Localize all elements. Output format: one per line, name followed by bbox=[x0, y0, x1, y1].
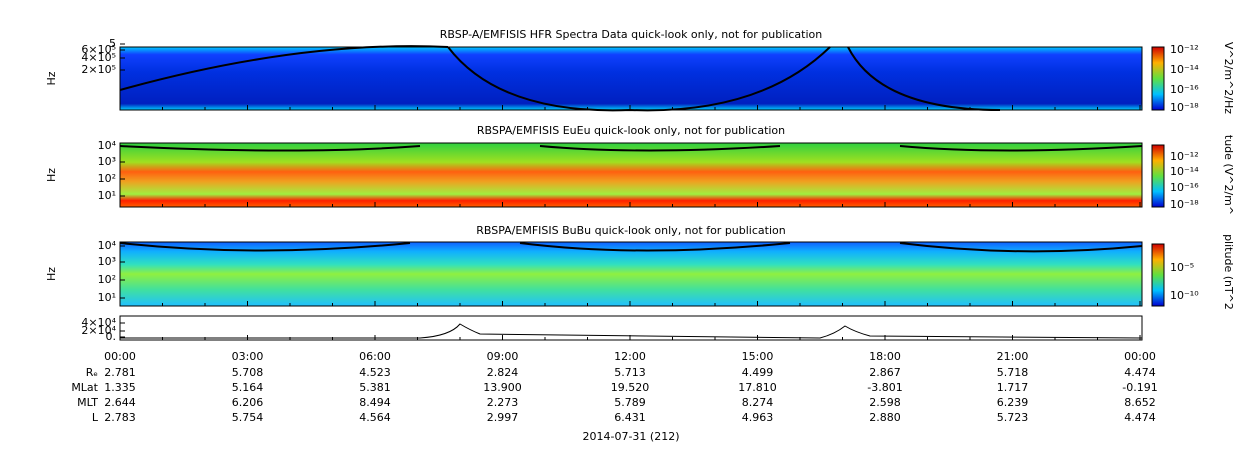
time-tick-label: 00:00 bbox=[1124, 350, 1156, 363]
y-tick-label: 5 bbox=[109, 37, 116, 50]
cyclotron-curve bbox=[119, 242, 1143, 253]
y-tick-label: 10¹ bbox=[98, 291, 116, 304]
ephemeris-value: 2.997 bbox=[487, 411, 519, 424]
panel-title: RBSP-A/EMFISIS HFR Spectra Data quick-lo… bbox=[440, 28, 823, 41]
colorbar bbox=[1151, 243, 1165, 307]
colorbar-tick-label: 10⁻¹⁶ bbox=[1170, 181, 1199, 194]
ephemeris-value: 5.789 bbox=[614, 396, 646, 409]
ephemeris-value: 8.274 bbox=[742, 396, 774, 409]
ephemeris-value: 2.880 bbox=[869, 411, 901, 424]
y-tick-label: 2×10⁴ bbox=[81, 324, 116, 337]
y-axis-label: Hz bbox=[45, 168, 58, 182]
ephemeris-label: MLat bbox=[71, 381, 98, 394]
time-tick-label: 03:00 bbox=[232, 350, 264, 363]
cyclotron-curve bbox=[119, 145, 1143, 152]
y-tick-label: 10² bbox=[98, 172, 116, 185]
spectrogram-eueu bbox=[119, 142, 1143, 208]
y-tick-label: 0. bbox=[106, 330, 117, 343]
colorbar-label: plitude (nT^2 bbox=[1222, 234, 1235, 310]
colorbar-tick-label: 10⁻⁵ bbox=[1170, 261, 1194, 274]
ephemeris-value: 2.598 bbox=[869, 396, 901, 409]
ephemeris-value: 5.723 bbox=[997, 411, 1029, 424]
colorbar-tick-label: 10⁻¹⁰ bbox=[1170, 289, 1199, 302]
ephemeris-value: 4.963 bbox=[742, 411, 774, 424]
ephemeris-value: 2.867 bbox=[869, 366, 901, 379]
ephemeris-value: 5.713 bbox=[614, 366, 646, 379]
y-tick-label: 4×10⁴ bbox=[81, 316, 116, 329]
colorbar-tick-label: 10⁻¹⁸ bbox=[1170, 198, 1199, 211]
ephemeris-value: 4.474 bbox=[1124, 366, 1156, 379]
colorbar-tick-label: 10⁻¹⁴ bbox=[1170, 165, 1199, 178]
ephemeris-value: 6.239 bbox=[997, 396, 1029, 409]
y-tick-label: 6×10⁵ bbox=[81, 43, 116, 56]
y-axis-label: Hz bbox=[45, 267, 58, 281]
y-tick-label: 4×10⁵ bbox=[81, 51, 116, 64]
y-tick-label: 10⁴ bbox=[98, 139, 117, 152]
date-label: 2014-07-31 (212) bbox=[582, 430, 679, 443]
spectrogram-bubu bbox=[119, 241, 1143, 307]
ephemeris-value: 6.206 bbox=[232, 396, 264, 409]
y-tick-label: 10¹ bbox=[98, 189, 116, 202]
time-tick-label: 09:00 bbox=[487, 350, 519, 363]
ephemeris-value: 2.783 bbox=[104, 411, 136, 424]
colorbar-tick-label: 10⁻¹⁴ bbox=[1170, 63, 1199, 76]
ephemeris-value: 6.431 bbox=[614, 411, 646, 424]
time-tick-label: 12:00 bbox=[614, 350, 646, 363]
time-tick-label: 21:00 bbox=[997, 350, 1029, 363]
ephemeris-label: L bbox=[92, 411, 99, 424]
ephemeris-value: 4.499 bbox=[742, 366, 774, 379]
ephemeris-value: 8.494 bbox=[359, 396, 391, 409]
cyclotron-curve bbox=[119, 45, 1001, 112]
time-tick-label: 18:00 bbox=[869, 350, 901, 363]
y-tick-label: 10³ bbox=[98, 155, 116, 168]
colorbar-label: tude (V^2/m^ bbox=[1222, 135, 1235, 215]
ephemeris-label: Rₑ bbox=[86, 366, 98, 379]
ephemeris-value: 5.718 bbox=[997, 366, 1029, 379]
colorbar bbox=[1151, 144, 1165, 208]
y-tick-label: 10² bbox=[98, 273, 116, 286]
colorbar-tick-label: 10⁻¹² bbox=[1170, 150, 1199, 163]
ephemeris-value: 5.164 bbox=[232, 381, 264, 394]
time-tick-label: 06:00 bbox=[359, 350, 391, 363]
ephemeris-value: 4.523 bbox=[359, 366, 391, 379]
line-trace bbox=[120, 323, 1143, 339]
y-tick-label: 10³ bbox=[98, 255, 116, 268]
ephemeris-value: 1.335 bbox=[104, 381, 136, 394]
y-tick-label: 2×10⁵ bbox=[81, 63, 116, 76]
ephemeris-value: 5.708 bbox=[232, 366, 264, 379]
ephemeris-value: 17.810 bbox=[738, 381, 777, 394]
panel-title: RBSPA/EMFISIS EuEu quick-look only, not … bbox=[477, 124, 785, 137]
ephemeris-value: 2.273 bbox=[487, 396, 519, 409]
ephemeris-value: -0.191 bbox=[1122, 381, 1157, 394]
colorbar-tick-label: 10⁻¹⁶ bbox=[1170, 83, 1199, 96]
ephemeris-value: 4.474 bbox=[1124, 411, 1156, 424]
colorbar bbox=[1151, 46, 1165, 111]
ephemeris-value: 8.652 bbox=[1124, 396, 1156, 409]
ephemeris-label: MLT bbox=[77, 396, 98, 409]
time-tick-label: 00:00 bbox=[104, 350, 136, 363]
y-tick-label: 10⁴ bbox=[98, 239, 117, 252]
ephemeris-value: 1.717 bbox=[997, 381, 1029, 394]
ephemeris-value: 19.520 bbox=[611, 381, 650, 394]
panel-title: RBSPA/EMFISIS BuBu quick-look only, not … bbox=[476, 224, 786, 237]
colorbar-label: V^2/m^2/Hz bbox=[1222, 42, 1235, 114]
ephemeris-value: 2.824 bbox=[487, 366, 519, 379]
ephemeris-value: 5.381 bbox=[359, 381, 391, 394]
ephemeris-value: 2.781 bbox=[104, 366, 136, 379]
ephemeris-value: 13.900 bbox=[483, 381, 522, 394]
colorbar-tick-label: 10⁻¹² bbox=[1170, 43, 1199, 56]
time-tick-label: 15:00 bbox=[742, 350, 774, 363]
spectrogram-hfr bbox=[119, 46, 1143, 111]
ephemeris-value: 4.564 bbox=[359, 411, 391, 424]
y-axis-label: Hz bbox=[45, 71, 58, 85]
ephemeris-value: 5.754 bbox=[232, 411, 264, 424]
colorbar-tick-label: 10⁻¹⁸ bbox=[1170, 101, 1199, 114]
ephemeris-value: 2.644 bbox=[104, 396, 136, 409]
ephemeris-value: -3.801 bbox=[867, 381, 902, 394]
